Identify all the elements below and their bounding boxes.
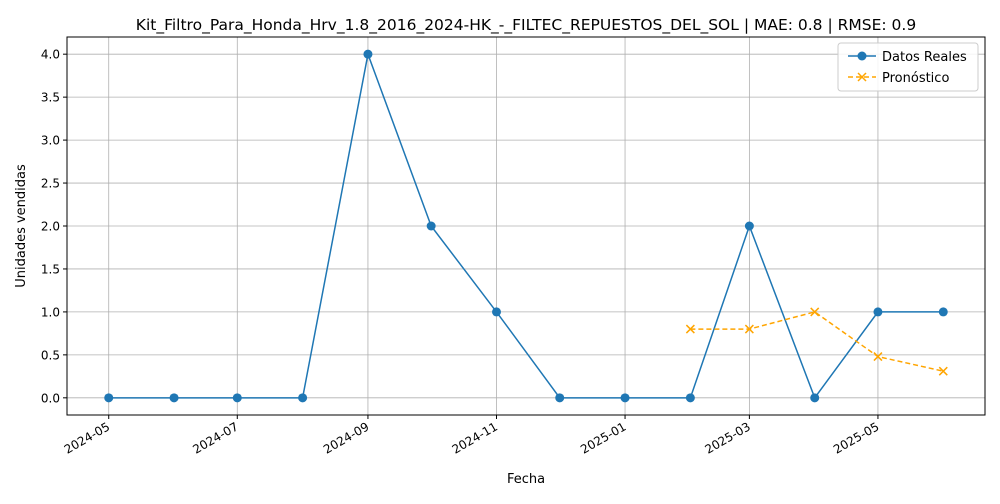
legend-label-pronostico: Pronóstico (882, 71, 949, 86)
x-tick-label: 2024-05 (62, 419, 112, 456)
x-tick-label: 2024-07 (190, 419, 240, 456)
x-axis-label: Fecha (507, 472, 545, 487)
data-point-datos-reales (104, 393, 114, 403)
y-axis: 0.0 0.5 1.0 1.5 2.0 2.5 3.0 3.5 4.0 (41, 48, 67, 405)
data-point-pronostico (685, 324, 695, 334)
marker-stroke (938, 366, 948, 376)
x-tick-label: 2025-01 (578, 419, 628, 456)
legend: Datos Reales Pronóstico (837, 42, 979, 92)
grid (67, 37, 985, 415)
data-point-datos-reales (938, 307, 948, 317)
data-point-datos-reales (873, 307, 883, 317)
data-point-datos-reales (744, 221, 754, 231)
y-tick-label: 3.0 (41, 134, 60, 148)
legend-marker-pronostico (857, 72, 867, 82)
y-tick-label: 1.5 (41, 262, 60, 276)
y-tick-label: 0.5 (41, 348, 60, 362)
legend-marker-datos-reales (857, 51, 867, 61)
y-axis-label: Unidades vendidas (14, 164, 29, 288)
series-line-pronostico (690, 311, 944, 372)
marker-stroke (685, 324, 695, 334)
marker-stroke (873, 352, 883, 362)
data-point-datos-reales (620, 393, 630, 403)
data-point-pronostico (873, 352, 883, 362)
x-tick-label: 2025-03 (702, 419, 752, 456)
y-tick-label: 2.5 (41, 177, 60, 191)
marker-stroke (744, 324, 754, 334)
marker-stroke (810, 307, 820, 317)
y-tick-label: 1.0 (41, 305, 60, 319)
data-point-pronostico (810, 307, 820, 317)
y-tick-label: 2.0 (41, 220, 60, 234)
legend-box (837, 42, 979, 92)
data-point-datos-reales (232, 393, 242, 403)
data-point-datos-reales (685, 393, 695, 403)
chart-title: Kit_Filtro_Para_Honda_Hrv_1.8_2016_2024-… (136, 16, 916, 35)
data-point-pronostico (744, 324, 754, 334)
data-point-datos-reales (298, 393, 308, 403)
y-tick-label: 3.5 (41, 91, 60, 105)
y-tick-label: 0.0 (41, 391, 60, 405)
data-point-datos-reales (169, 393, 179, 403)
x-tick-label: 2025-05 (831, 419, 881, 456)
data-point-datos-reales (491, 307, 501, 317)
x-axis: 2024-05 2024-07 2024-09 2024-11 2025-01 2025-… (62, 415, 881, 457)
legend-label-datos-reales: Datos Reales (882, 50, 967, 65)
data-point-datos-reales (363, 49, 373, 59)
x-tick-label: 2024-09 (321, 419, 371, 456)
data-point-datos-reales (426, 221, 436, 231)
data-point-datos-reales (810, 393, 820, 403)
data-point-datos-reales (555, 393, 565, 403)
series-line-datos-reales (108, 51, 944, 400)
data-point-pronostico (938, 366, 948, 376)
series-layer (104, 49, 948, 403)
y-tick-label: 4.0 (41, 48, 60, 62)
x-tick-label: 2024-11 (450, 419, 500, 456)
